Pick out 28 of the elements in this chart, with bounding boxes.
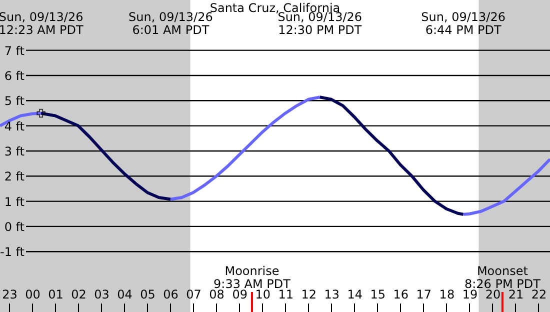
y-tick-label: 5 ft bbox=[4, 94, 25, 108]
y-tick-label: 2 ft bbox=[4, 170, 25, 184]
x-tick-label: 02 bbox=[71, 288, 86, 302]
x-tick-label: 14 bbox=[347, 288, 363, 302]
x-tick-label: 16 bbox=[393, 288, 409, 302]
x-tick-label: 12 bbox=[301, 288, 317, 302]
annotation: Sun, 09/13/26 12:23 AM PDT bbox=[0, 10, 84, 37]
x-tick-label: 15 bbox=[370, 288, 386, 302]
annotation: Sun, 09/13/26 6:44 PM PDT bbox=[421, 10, 506, 37]
x-tick-label: 13 bbox=[324, 288, 340, 302]
y-tick-label: -1 ft bbox=[0, 245, 25, 260]
x-tick-label: 01 bbox=[48, 288, 64, 302]
x-tick-label: 03 bbox=[94, 288, 110, 302]
x-tick-label: 23 bbox=[2, 288, 18, 302]
y-tick-label: 6 ft bbox=[4, 68, 25, 83]
x-tick-label: 00 bbox=[25, 288, 40, 302]
y-tick-label: 0 ft bbox=[4, 220, 25, 234]
x-tick-label: 18 bbox=[439, 288, 455, 302]
x-tick-label: 06 bbox=[163, 288, 178, 302]
y-tick-label: 3 ft bbox=[4, 144, 25, 158]
y-tick-label: 4 ft bbox=[4, 119, 25, 134]
x-tick-label: 04 bbox=[117, 288, 132, 302]
x-tick-label: 05 bbox=[140, 288, 156, 302]
x-tick-label: 07 bbox=[186, 288, 202, 302]
y-tick-label: 1 ft bbox=[4, 194, 25, 209]
line-series bbox=[169, 96, 322, 201]
y-tick-label: 7 ft bbox=[4, 44, 25, 58]
x-tick-label: 17 bbox=[416, 288, 432, 302]
